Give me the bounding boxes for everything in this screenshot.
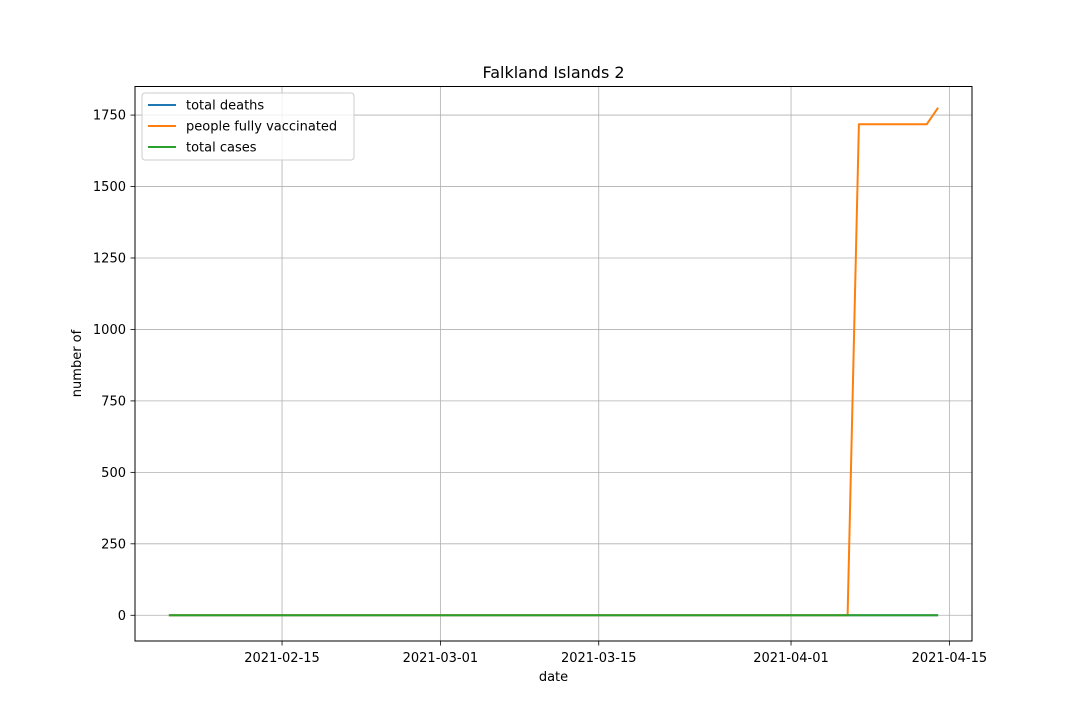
legend-box xyxy=(141,92,355,161)
y-tick-label: 1500 xyxy=(93,180,126,195)
y-tick-label: 250 xyxy=(101,537,126,552)
x-tick-label: 2021-03-15 xyxy=(561,651,637,666)
y-tick-label: 1250 xyxy=(93,251,126,266)
y-tick-label: 1000 xyxy=(93,323,126,338)
x-tick-label: 2021-04-15 xyxy=(912,651,988,666)
y-tick-label: 1750 xyxy=(93,109,126,124)
x-tick-label: 2021-04-01 xyxy=(753,651,829,666)
y-tick-label: 500 xyxy=(101,466,126,481)
y-tick-label: 0 xyxy=(118,609,126,624)
chart-title: Falkland Islands 2 xyxy=(482,63,624,82)
y-axis-title: number of xyxy=(70,329,85,397)
legend-label: people fully vaccinated xyxy=(186,120,337,135)
series-layer xyxy=(168,107,939,617)
x-tick-label: 2021-02-15 xyxy=(244,651,320,666)
legend: total deaths people fully vaccinated total… xyxy=(141,92,355,161)
plot-frame xyxy=(134,86,973,642)
x-axis: 2021-02-15 2021-03-01 2021-03-15 2021-04-01… xyxy=(244,641,987,666)
legend-label: total cases xyxy=(186,141,257,156)
grid xyxy=(135,86,972,641)
y-tick-label: 750 xyxy=(101,394,126,409)
legend-label: total deaths xyxy=(186,99,264,114)
x-tick-label: 2021-03-01 xyxy=(403,651,479,666)
y-axis: 0 250 500 750 1000 1250 1500 1750 xyxy=(93,109,135,624)
x-axis-title: date xyxy=(539,670,568,685)
